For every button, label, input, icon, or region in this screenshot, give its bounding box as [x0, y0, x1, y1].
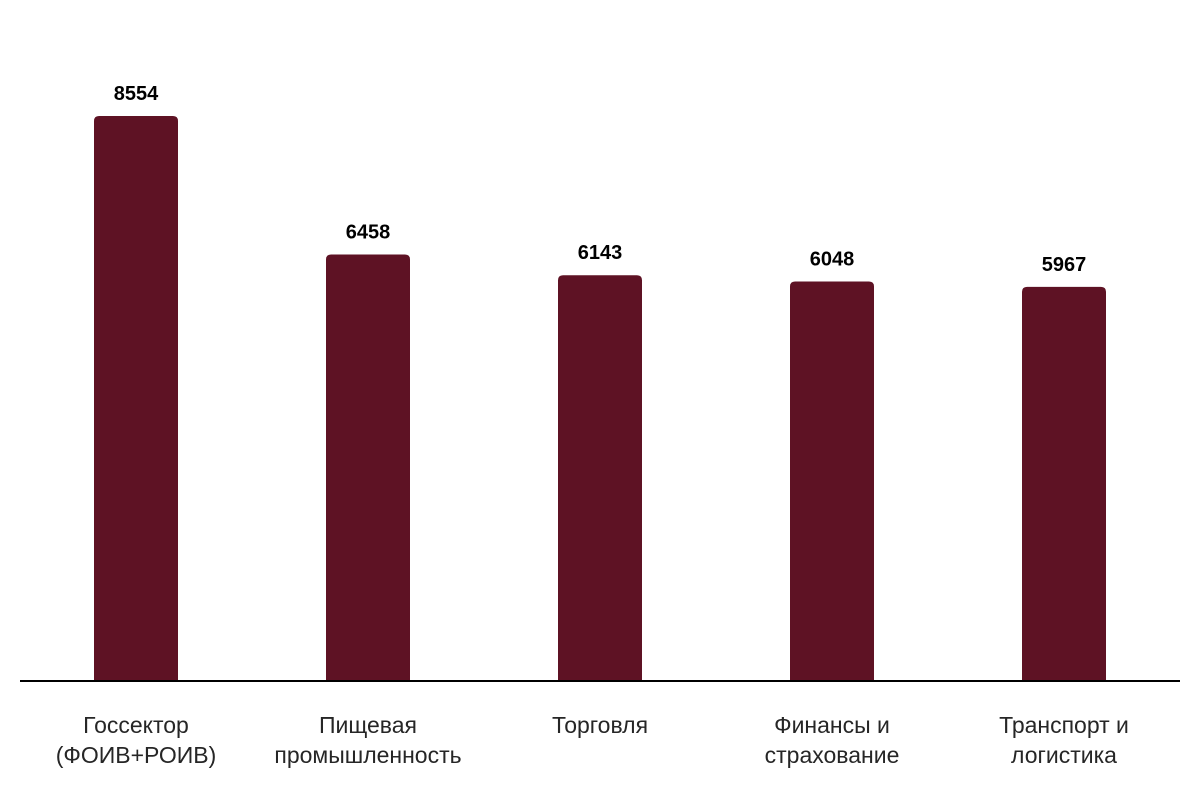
value-labels-group: 8554 6458 6143 6048 5967: [114, 83, 1087, 276]
category-label-0: Госсектор (ФОИВ+РОИВ): [56, 712, 217, 768]
category-label-line: Торговля: [552, 712, 648, 738]
bar-4: [1022, 286, 1106, 681]
value-label-2: 6143: [578, 242, 623, 264]
category-labels-group: Госсектор (ФОИВ+РОИВ) Пищевая промышленност…: [56, 712, 1129, 768]
category-label-3: Финансы и страхование: [765, 712, 900, 768]
category-label-line: Госсектор: [83, 712, 189, 738]
bar-2: [558, 275, 642, 681]
value-label-4: 5967: [1042, 254, 1087, 276]
category-label-line: Транспорт и: [999, 712, 1129, 738]
category-label-2: Торговля: [552, 712, 648, 738]
category-label-line: Пищевая: [319, 712, 417, 738]
category-label-line: страхование: [765, 742, 900, 768]
category-label-4: Транспорт и логистика: [999, 712, 1129, 768]
bar-1: [326, 254, 410, 681]
value-label-1: 6458: [346, 221, 391, 243]
category-label-1: Пищевая промышленность: [274, 712, 461, 768]
category-label-line: промышленность: [274, 742, 461, 768]
bars-group: [94, 116, 1106, 681]
bar-3: [790, 281, 874, 681]
value-label-0: 8554: [114, 83, 159, 105]
category-label-line: логистика: [1011, 742, 1117, 768]
bar-0: [94, 116, 178, 681]
category-label-line: (ФОИВ+РОИВ): [56, 742, 217, 768]
value-label-3: 6048: [810, 249, 855, 271]
category-label-line: Финансы и: [774, 712, 890, 738]
